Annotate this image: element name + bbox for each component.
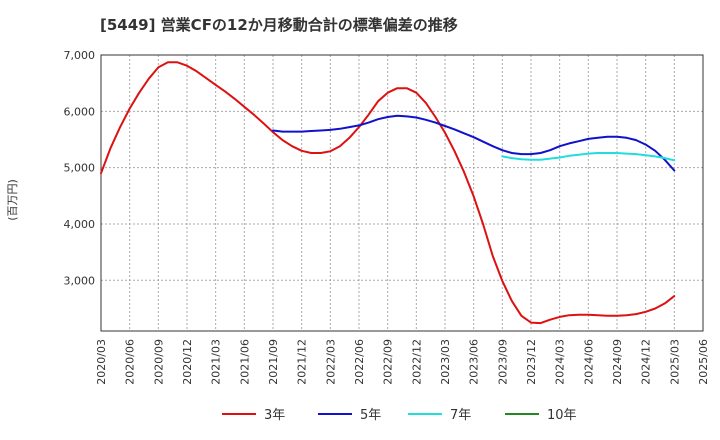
x-tick-label: 2021/06 — [238, 339, 251, 385]
legend-label: 10年 — [547, 408, 577, 423]
x-tick-label: 2024/12 — [640, 339, 653, 385]
x-tick-label: 2022/12 — [410, 339, 423, 385]
series-line-3年 — [100, 61, 676, 325]
x-tick-label: 2024/03 — [554, 339, 567, 385]
x-tick-label: 2024/09 — [611, 339, 624, 385]
y-tick-label: 6,000 — [64, 105, 96, 118]
legend-label: 3年 — [264, 408, 285, 423]
y-ticks: 3,000 4,000 5,000 6,000 7,000 — [64, 49, 96, 287]
series-lines — [100, 61, 676, 325]
x-tick-label: 2023/12 — [525, 339, 538, 385]
legend-label: 7年 — [450, 408, 471, 423]
x-tick-label: 2022/06 — [353, 339, 366, 385]
series-line-5年 — [272, 114, 676, 172]
grid — [101, 55, 703, 331]
x-tick-label: 2020/06 — [124, 339, 137, 385]
y-tick-label: 7,000 — [64, 49, 96, 62]
series-line-7年 — [501, 152, 676, 162]
x-tick-label: 2021/03 — [210, 339, 223, 385]
y-axis-label: (百万円) — [6, 179, 19, 221]
x-ticks: 2020/03 2020/06 2020/09 2020/12 2021/03 2021/… — [95, 339, 710, 385]
x-tick-label: 2021/09 — [267, 339, 280, 385]
legend-label: 5年 — [360, 408, 381, 423]
y-tick-label: 4,000 — [64, 218, 96, 231]
chart-title: [5449] 営業CFの12か月移動合計の標準偏差の推移 — [100, 16, 458, 34]
plot-frame — [100, 54, 704, 332]
legend: 3年 5年 7年 10年 — [222, 408, 577, 423]
x-tick-label: 2020/03 — [95, 339, 108, 385]
x-tick-label: 2020/12 — [181, 339, 194, 385]
y-tick-label: 3,000 — [64, 274, 96, 287]
x-tick-label: 2023/03 — [439, 339, 452, 385]
x-tick-label: 2023/09 — [496, 339, 509, 385]
x-tick-label: 2025/06 — [697, 339, 710, 385]
x-tick-label: 2025/03 — [668, 339, 681, 385]
x-tick-label: 2021/12 — [296, 339, 309, 385]
x-tick-label: 2023/06 — [468, 339, 481, 385]
x-tick-label: 2022/03 — [324, 339, 337, 385]
x-tick-label: 2022/09 — [382, 339, 395, 385]
x-tick-label: 2020/09 — [152, 339, 165, 385]
x-tick-label: 2024/06 — [582, 339, 595, 385]
y-tick-label: 5,000 — [64, 162, 96, 175]
